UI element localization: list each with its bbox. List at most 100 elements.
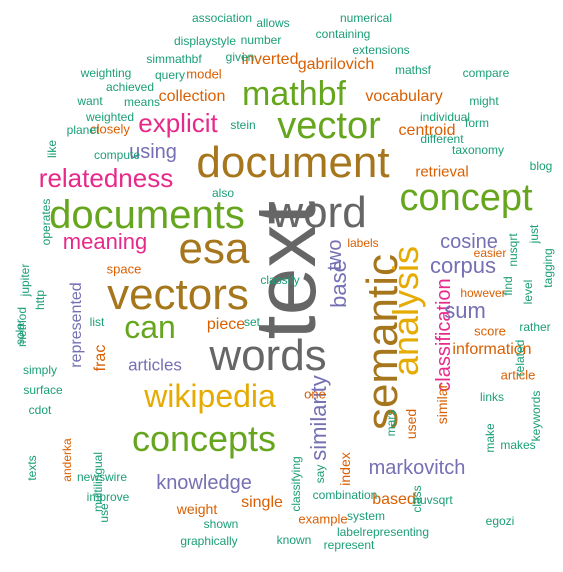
word-words: words <box>209 331 327 380</box>
word-association: association <box>191 11 253 25</box>
word-want: want <box>77 94 103 108</box>
word-nusqrt: nusqrt <box>506 233 520 267</box>
word-tagging: tagging <box>541 248 555 288</box>
word-classifying: classifying <box>289 456 303 512</box>
word-newswire: newswire <box>76 470 128 484</box>
word-meaning: meaning <box>62 229 148 254</box>
word-two: two <box>324 239 346 271</box>
word-make: make <box>483 423 497 453</box>
word-individual: individual <box>419 110 471 124</box>
word-concept: concept <box>399 177 533 219</box>
word-vocabulary: vocabulary <box>365 88 443 105</box>
word-markovitch: markovitch <box>368 457 466 479</box>
word-however: however <box>460 286 506 300</box>
word-using: using <box>129 141 177 163</box>
word-labelrepresenting: labelrepresenting <box>336 525 430 539</box>
word-displaystyle: displaystyle <box>173 34 237 48</box>
word-operates: operates <box>39 198 53 246</box>
word-weighted: weighted <box>85 110 135 124</box>
word-like: like <box>45 139 59 159</box>
word-article: article <box>500 367 536 383</box>
word-easier: easier <box>473 246 507 260</box>
word-space: space <box>106 261 142 277</box>
word-wikipedia: wikipedia <box>144 378 276 414</box>
word-egozi: egozi <box>485 514 515 528</box>
word-represented: represented <box>68 282 85 368</box>
word-related: related <box>513 339 527 377</box>
word-nuvsqrt: nuvsqrt <box>413 493 453 507</box>
word-relatedness: relatedness <box>38 163 174 193</box>
word-number: number <box>240 33 282 47</box>
word-classify: classify <box>260 273 300 287</box>
word-different: different <box>420 132 464 146</box>
word-corpus: corpus <box>429 253 497 278</box>
word-query: query <box>154 68 186 82</box>
word-means: means <box>123 95 161 109</box>
word-index: index <box>337 452 353 486</box>
word-system: system <box>346 509 386 523</box>
word-classification: classification <box>433 278 455 392</box>
word-numerical: numerical <box>339 11 393 25</box>
word-word: word <box>271 188 367 237</box>
word-concepts: concepts <box>131 418 277 459</box>
word-just: just <box>527 224 541 244</box>
word-mars: mars <box>384 409 398 437</box>
word-documents: documents <box>49 193 245 237</box>
word-single: single <box>241 494 283 511</box>
word-analysis: analysis <box>385 245 426 377</box>
word-knowledge: knowledge <box>156 472 252 494</box>
word-known: known <box>276 533 312 547</box>
word-jupiter: jupiter <box>18 263 32 297</box>
word-used: used <box>403 408 419 440</box>
word-form: form <box>465 116 489 130</box>
word-score: score <box>474 323 506 339</box>
word-gabrilovich: gabrilovich <box>297 56 375 73</box>
word-vector: vector <box>277 105 381 147</box>
word-information: information <box>452 341 532 358</box>
word-compute: compute <box>93 148 141 162</box>
word-weighting: weighting <box>80 66 132 80</box>
word-weight: weight <box>176 501 218 517</box>
word-represent: represent <box>323 538 375 552</box>
word-frac: frac <box>92 344 109 372</box>
word-combination: combination <box>312 488 378 502</box>
word-based: based <box>372 491 416 508</box>
word-centroid: centroid <box>398 122 456 139</box>
word-example: example <box>298 511 348 527</box>
word-simply: simply <box>22 363 58 377</box>
word-explicit: explicit <box>138 108 218 138</box>
word-containing: containing <box>315 27 371 41</box>
word-makes: makes <box>500 438 536 452</box>
word-mathbf: mathbf <box>242 75 346 113</box>
word-labels: labels <box>347 236 379 250</box>
word-graphically: graphically <box>180 534 238 548</box>
word-mathsf: mathsf <box>394 63 432 77</box>
word-taxonomy: taxonomy <box>451 143 505 157</box>
word-collection: collection <box>158 88 226 105</box>
word-shown: shown <box>203 517 239 531</box>
word-improve: improve <box>86 490 130 504</box>
word-piece: piece <box>206 316 246 333</box>
word-allows: allows <box>256 16 290 30</box>
word-document: document <box>196 138 390 187</box>
word-rather: rather <box>519 320 551 334</box>
word-esa: esa <box>178 224 250 273</box>
word-anderka: anderka <box>60 438 74 482</box>
word-can: can <box>124 309 176 345</box>
word-links: links <box>479 390 505 404</box>
word-extensions: extensions <box>352 43 410 57</box>
word-cdot: cdot <box>28 403 52 417</box>
word-set: set <box>243 315 261 329</box>
word-compare: compare <box>462 66 510 80</box>
word-model: model <box>186 66 222 82</box>
word-solar: solar <box>13 318 27 346</box>
word-simmathbf: simmathbf <box>146 52 202 66</box>
word-closely: closely <box>90 121 130 137</box>
word-might: might <box>469 94 499 108</box>
word-sum: sum <box>444 298 486 323</box>
word-say: say <box>313 464 327 484</box>
word-retrieval: retrieval <box>415 163 469 181</box>
word-one: one <box>304 386 326 402</box>
word-cosine: cosine <box>440 231 498 253</box>
